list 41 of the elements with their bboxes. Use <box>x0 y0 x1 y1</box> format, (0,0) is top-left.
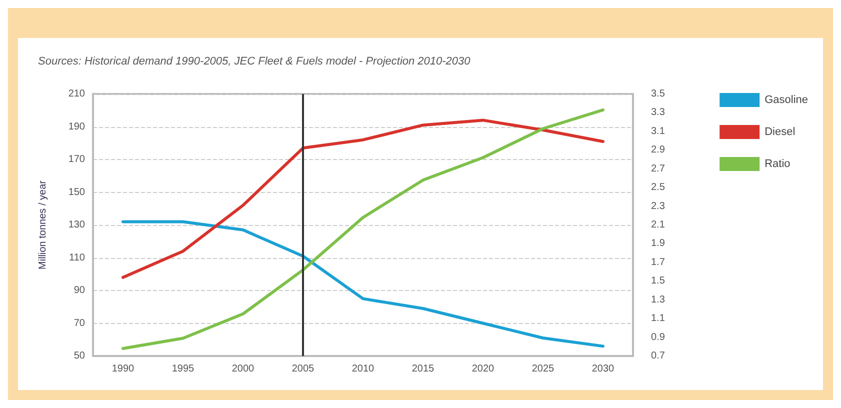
y2-tick-label: 0.9 <box>651 332 666 343</box>
y-tick-label: 50 <box>74 350 86 362</box>
x-tick-label: 2010 <box>352 364 375 374</box>
y2-tick-label: 2.1 <box>651 220 666 230</box>
y-tick-label: 70 <box>74 318 86 329</box>
x-tick-label: 2015 <box>412 364 435 374</box>
x-tick-label: 2025 <box>532 364 555 374</box>
y-axis-title: Million tonnes / year <box>38 180 48 270</box>
y2-tick-label: 2.5 <box>651 182 666 194</box>
y2-tick-label: 1.1 <box>651 313 666 324</box>
y2-tick-label: 1.7 <box>651 256 666 268</box>
x-tick-label: 1995 <box>172 364 195 374</box>
x-tick-label: 2020 <box>472 364 495 374</box>
y2-tick-label: 0.7 <box>651 350 666 362</box>
line-series <box>122 220 604 348</box>
y-tick-label: 170 <box>68 154 86 165</box>
y-tick-label: 190 <box>68 121 86 132</box>
line-series <box>122 118 604 279</box>
legend-label: Ratio <box>764 158 790 170</box>
legend-label: Gasoline <box>764 94 808 106</box>
y-tick-label: 130 <box>68 220 86 230</box>
y2-tick-label: 1.3 <box>651 294 666 306</box>
y2-tick-label: 2.7 <box>651 163 666 174</box>
y-tick-label: 90 <box>74 285 86 296</box>
x-tick-label: 2000 <box>232 364 255 374</box>
y-tick-label: 210 <box>68 88 86 100</box>
source-note: Sources: Historical demand 1990-2005, JEC Fleet & Fuels model - Projection 2010-2030 <box>38 56 472 68</box>
y2-tick-label: 3.3 <box>651 107 666 118</box>
x-tick-label: 2030 <box>592 364 615 374</box>
y2-tick-label: 1.9 <box>651 238 666 250</box>
x-tick-label: 1990 <box>112 364 135 374</box>
y-tick-label: 150 <box>68 186 86 198</box>
line-series <box>122 108 604 350</box>
y2-tick-label: 3.1 <box>651 126 666 137</box>
x-tick-label: 2005 <box>292 364 315 374</box>
y2-tick-label: 2.9 <box>651 144 666 156</box>
y-tick-label: 110 <box>69 252 86 264</box>
y2-tick-label: 3.5 <box>651 88 666 100</box>
legend-label: Diesel <box>764 126 796 138</box>
y2-tick-label: 1.5 <box>651 276 666 287</box>
y2-tick-label: 2.3 <box>651 200 666 212</box>
